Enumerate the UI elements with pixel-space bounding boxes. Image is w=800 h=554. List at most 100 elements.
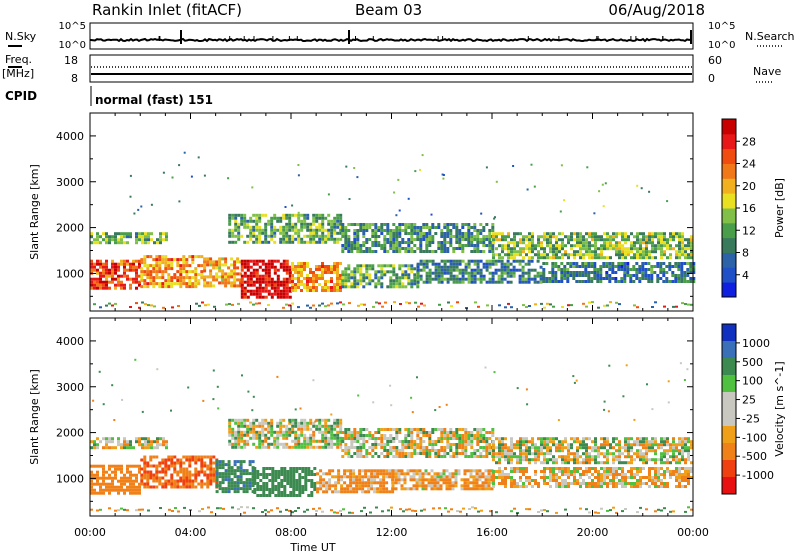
- data-cell: [498, 449, 501, 453]
- data-cell: [452, 280, 456, 284]
- data-cell: [407, 455, 411, 458]
- data-cell: [138, 443, 141, 447]
- data-cell: [585, 452, 588, 456]
- data-cell: [440, 440, 444, 443]
- data-cell: [370, 481, 374, 485]
- data-cell: [549, 470, 552, 473]
- data-cell: [291, 240, 295, 244]
- data-cell: [385, 472, 389, 476]
- data-cell: [461, 440, 465, 443]
- data-cell: [126, 235, 129, 239]
- data-cell: [446, 271, 450, 275]
- data-cell: [182, 461, 186, 465]
- data-cell: [242, 481, 246, 485]
- data-cell: [318, 268, 321, 271]
- data-cell: [140, 467, 144, 471]
- data-cell: [267, 259, 271, 263]
- data-cell: [690, 461, 693, 465]
- data-cell: [321, 271, 324, 274]
- data-cell: [463, 481, 467, 485]
- data-cell: [150, 443, 153, 447]
- data-cell: [327, 265, 330, 268]
- data-cell: [221, 263, 225, 267]
- data-cell: [249, 424, 253, 428]
- data-cell: [356, 267, 360, 271]
- data-cell: [434, 262, 438, 266]
- data-cell: [528, 305, 531, 307]
- data-cell: [233, 272, 237, 276]
- data-cell: [590, 271, 594, 274]
- data-cell: [516, 253, 519, 257]
- data-cell: [482, 440, 486, 443]
- data-cell: [271, 467, 275, 470]
- data-cell: [521, 280, 525, 284]
- data-cell: [297, 433, 301, 437]
- data-cell: [476, 247, 480, 250]
- data-cell: [376, 481, 380, 485]
- data-cell: [93, 283, 96, 287]
- data-cell: [657, 244, 660, 248]
- data-cell: [209, 275, 213, 279]
- data-cell: [645, 235, 648, 239]
- data-cell: [258, 225, 262, 229]
- data-cell: [479, 428, 483, 431]
- data-cell: [449, 455, 453, 458]
- data-cell: [344, 241, 348, 244]
- data-cell: [536, 274, 540, 278]
- data-cell: [539, 265, 543, 269]
- data-cell: [146, 282, 150, 286]
- data-cell: [380, 267, 384, 271]
- data-cell: [330, 271, 333, 274]
- data-cell: [318, 237, 322, 241]
- data-cell: [224, 260, 228, 264]
- data-cell: [273, 442, 277, 446]
- data-cell: [350, 282, 354, 286]
- data-cell: [347, 434, 351, 437]
- data-cell: [594, 467, 597, 470]
- data-cell: [303, 222, 307, 226]
- data-cell: [337, 478, 341, 482]
- data-cell: [407, 446, 411, 449]
- data-cell: [675, 232, 678, 236]
- data-cell: [292, 485, 296, 488]
- data-cell: [276, 439, 280, 443]
- data-cell: [155, 273, 159, 277]
- data-cell: [182, 476, 186, 480]
- data-cell: [445, 469, 449, 473]
- data-cell: [194, 285, 198, 289]
- data-cell: [349, 481, 353, 485]
- data-cell: [418, 484, 422, 488]
- data-cell: [215, 263, 219, 267]
- data-cell: [273, 216, 277, 220]
- data-cell: [114, 467, 117, 471]
- data-cell: [231, 213, 235, 217]
- data-cell: [277, 470, 281, 473]
- data-cell: [356, 434, 360, 437]
- data-cell: [446, 223, 450, 226]
- data-cell: [488, 229, 492, 232]
- data-cell: [120, 485, 123, 489]
- data-cell: [546, 235, 549, 239]
- data-cell: [364, 469, 368, 473]
- data-cell: [292, 467, 296, 470]
- data-cell: [418, 481, 422, 485]
- data-cell: [96, 470, 99, 474]
- data-cell: [470, 250, 474, 253]
- data-cell: [540, 247, 543, 251]
- data-cell: [612, 461, 615, 465]
- data-cell: [484, 478, 488, 482]
- data-cell: [487, 475, 491, 479]
- data-cell: [108, 482, 111, 486]
- data-cell: [276, 286, 280, 290]
- data-cell: [428, 280, 432, 284]
- data-cell: [362, 235, 366, 238]
- data-cell: [161, 482, 165, 486]
- data-cell: [96, 479, 99, 483]
- data-cell: [327, 424, 331, 428]
- data-cell: [267, 274, 271, 278]
- data-cell: [162, 306, 165, 309]
- data-cell: [424, 469, 428, 473]
- data-cell: [334, 481, 338, 485]
- data-cell: [504, 449, 507, 453]
- data-cell: [687, 452, 690, 456]
